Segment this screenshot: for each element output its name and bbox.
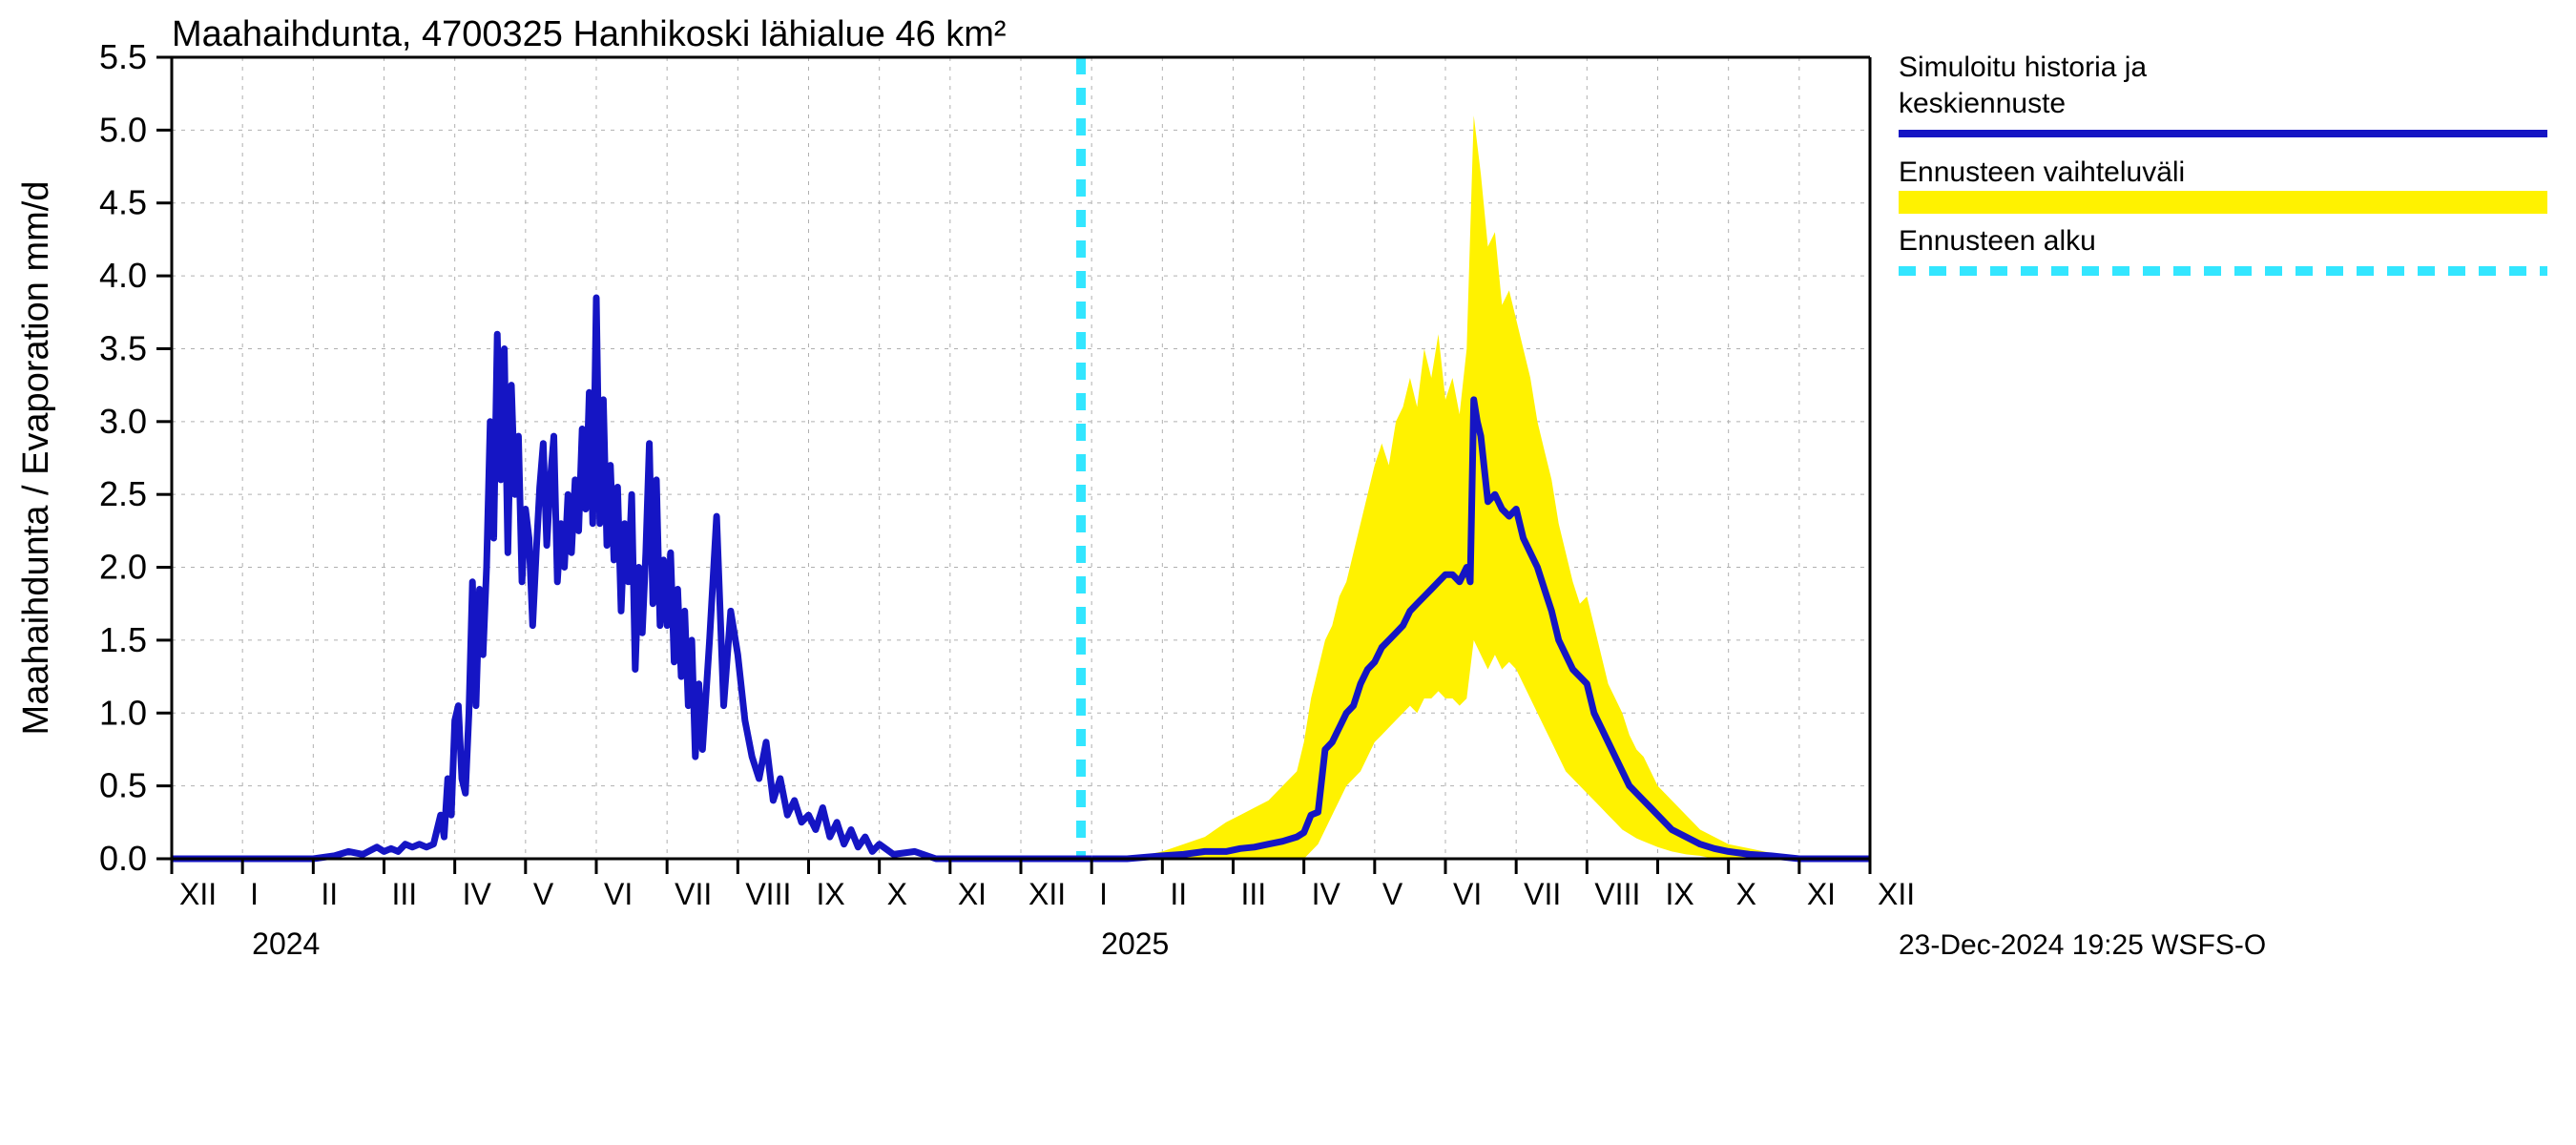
forecast-band [1091, 115, 1870, 859]
tick-labels: 0.0 0.5 1.0 1.5 2.0 2.5 3.0 3.5 4.0 4.5 5.0 5.5 [99, 37, 147, 878]
x-month-label: III [1241, 877, 1267, 911]
x-month-label: I [250, 877, 259, 911]
forecast-range-area [1091, 115, 1870, 859]
legend-label: Simuloitu historia ja [1899, 52, 2147, 83]
x-month-label: X [887, 877, 907, 911]
x-month-label: II [1170, 877, 1187, 911]
y-tick-label: 2.0 [99, 548, 147, 587]
x-year-label: 2024 [252, 926, 320, 961]
x-year-label: 2025 [1101, 926, 1169, 961]
x-month-label: VII [1524, 877, 1561, 911]
x-month-label: V [533, 877, 554, 911]
x-month-label: IV [1312, 877, 1341, 911]
legend: Simuloitu historia ja keskiennuste Ennuste… [1899, 52, 2547, 271]
legend-label: Ennusteen vaihteluväli [1899, 156, 2185, 188]
chart-container: 0.00.51.01.52.02.53.03.54.04.55.05.5 XII… [0, 0, 2576, 1145]
x-month-label: XII [1878, 877, 1915, 911]
x-month-label: I [1099, 877, 1108, 911]
y-tick-label: 5.5 [99, 37, 147, 76]
y-tick-label: 3.5 [99, 328, 147, 367]
x-month-label: IX [817, 877, 845, 911]
chart-title: Maahaihdunta, 4700325 Hanhikoski lähialu… [172, 14, 1007, 54]
y-tick-label: 4.0 [99, 256, 147, 295]
x-month-label: VIII [1594, 877, 1640, 911]
x-month-label: V [1382, 877, 1403, 911]
x-month-label: VIII [745, 877, 791, 911]
y-tick-label: 5.0 [99, 110, 147, 149]
footer: 23-Dec-2024 19:25 WSFS-O [1899, 929, 2266, 961]
y-tick-label: 0.5 [99, 766, 147, 805]
x-month-label: IX [1666, 877, 1694, 911]
x-month-label: XI [1807, 877, 1836, 911]
x-month-label: XII [1028, 877, 1066, 911]
x-month-label: III [392, 877, 418, 911]
x-month-label: IV [463, 877, 492, 911]
x-month-label: II [321, 877, 338, 911]
x-month-label: XI [958, 877, 987, 911]
x-month-label: XII [179, 877, 217, 911]
y-axis-label: Maahaihdunta / Evaporation mm/d [16, 181, 56, 736]
legend-label: keskiennuste [1899, 88, 2066, 119]
y-tick-label: 3.0 [99, 402, 147, 441]
x-month-label: X [1736, 877, 1756, 911]
y-tick-label: 4.5 [99, 183, 147, 222]
legend-label: Ennusteen alku [1899, 225, 2096, 257]
month-labels: XIIIIIIIIIVVVIVIIVIIIIXXXIXIIIIIIIIIVVVI… [179, 877, 1915, 961]
legend-swatch-area [1899, 191, 2547, 214]
history-line [172, 298, 1091, 859]
y-tick-label: 2.5 [99, 474, 147, 513]
x-month-label: VI [1453, 877, 1482, 911]
chart-footer: 23-Dec-2024 19:25 WSFS-O [1899, 929, 2266, 961]
x-month-label: VI [604, 877, 633, 911]
y-tick-label: 0.0 [99, 839, 147, 878]
titles: Maahaihdunta, 4700325 Hanhikoski lähialu… [16, 14, 1007, 735]
y-tick-label: 1.0 [99, 693, 147, 732]
y-tick-label: 1.5 [99, 620, 147, 659]
x-month-label: VII [675, 877, 712, 911]
evaporation-chart: 0.00.51.01.52.02.53.03.54.04.55.05.5 XII… [0, 0, 2576, 1145]
